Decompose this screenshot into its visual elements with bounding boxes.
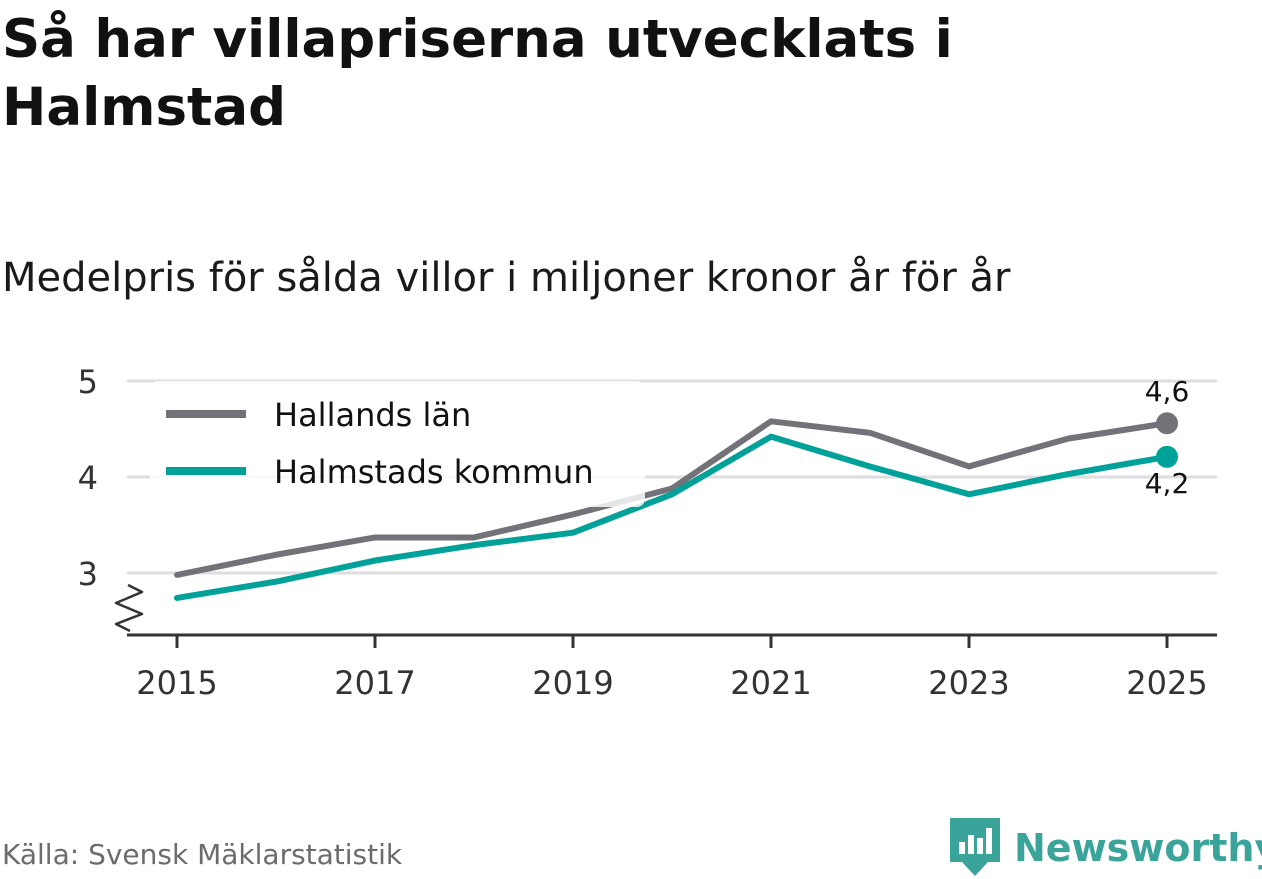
series-end-point-1 [1156, 445, 1178, 468]
y-tick-label: 4 [78, 459, 98, 497]
legend: Hallands län Halmstads kommun [150, 381, 645, 507]
x-tick-label: 2021 [730, 664, 811, 702]
x-tick-label: 2015 [136, 664, 217, 702]
series [174, 412, 1178, 601]
y-tick-label: 3 [78, 555, 98, 593]
end-labels: 4,6 4,2 [1145, 375, 1190, 500]
axes: 3 4 5 2015 2017 2019 2021 2023 2025 [78, 363, 1217, 702]
axis-break-icon [114, 583, 144, 633]
x-tick-label: 2019 [532, 664, 613, 702]
legend-background [150, 381, 645, 507]
x-tick-label: 2017 [334, 664, 415, 702]
x-tick-label: 2025 [1126, 664, 1207, 702]
series-line-1 [174, 433, 1170, 601]
x-tick-label: 2023 [928, 664, 1009, 702]
y-tick-label: 5 [78, 363, 98, 401]
newsworthy-logo-icon [950, 818, 1000, 876]
end-label-0: 4,6 [1145, 375, 1190, 408]
brand: Newsworthy [950, 818, 1262, 878]
legend-label-0: Hallands län [274, 396, 471, 434]
end-label-1: 4,2 [1145, 467, 1190, 500]
series-end-point-0 [1156, 412, 1178, 435]
series-line-0 [174, 418, 1170, 578]
source-note: Källa: Svensk Mäklarstatistik [2, 838, 403, 871]
chart-subtitle: Medelpris för sålda villor i miljoner kr… [2, 255, 1011, 301]
brand-name: Newsworthy [1014, 826, 1262, 870]
legend-label-1: Halmstads kommun [274, 453, 594, 491]
chart-title: Så har villapriserna utvecklats i Halmst… [2, 9, 953, 138]
